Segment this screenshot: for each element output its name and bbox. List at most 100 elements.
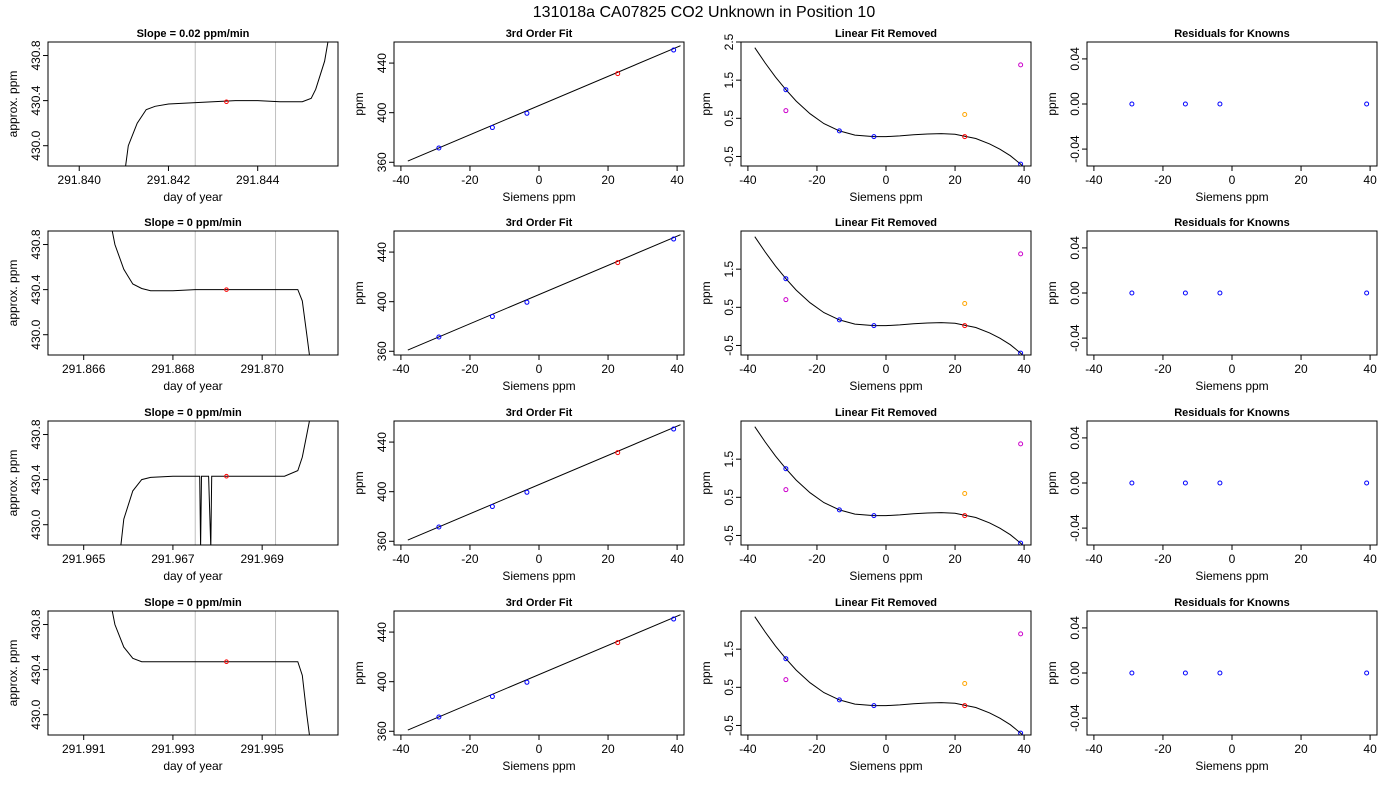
magenta-point [783, 487, 789, 493]
plot-frame [393, 41, 685, 167]
average-point [224, 287, 229, 292]
known-point [1129, 670, 1135, 676]
plot-area [1129, 480, 1370, 486]
unknown-point [615, 260, 621, 266]
y-tick-label: 0.5 [722, 489, 736, 506]
x-tick-label: 40 [1017, 742, 1031, 756]
x-axis-label: day of year [163, 190, 222, 204]
x-axis-label: Siemens ppm [849, 759, 922, 773]
y-tick-label: -0.5 [722, 715, 736, 736]
unknown-point [962, 323, 968, 329]
x-tick-label: 20 [1294, 552, 1308, 566]
known-point [1364, 101, 1370, 107]
panel-residual_fit-row-1: Linear Fit Removed -40 -20 0 20 40 Siemens ppm… [699, 28, 1032, 204]
known-point [1129, 480, 1135, 486]
y-tick-label: -0.5 [722, 525, 736, 546]
panel-fit-row-3: 3rd Order Fit -40 -20 0 20 40 Siemens ppm 360 40… [352, 407, 685, 583]
panel-title: Linear Fit Removed [835, 28, 937, 40]
plot-area [407, 234, 681, 351]
orange-point [962, 680, 968, 686]
magenta-point [1018, 441, 1024, 447]
y-tick-label: 440 [375, 242, 389, 262]
orange-point [962, 300, 968, 306]
known-point [1217, 290, 1223, 296]
y-tick-label: 430.4 [29, 85, 43, 115]
y-axis-label: ppm [1045, 92, 1059, 115]
known-point [489, 125, 495, 131]
y-tick-label: 1.5 [722, 71, 736, 88]
y-tick-label: 0.04 [1068, 426, 1082, 450]
x-tick-label: -20 [808, 552, 826, 566]
x-axis-label: Siemens ppm [849, 379, 922, 393]
magenta-point [1018, 631, 1024, 637]
y-tick-label: 0.00 [1068, 92, 1082, 116]
x-tick-label: 0 [536, 552, 543, 566]
trace-series-line [120, 421, 310, 545]
x-tick-label: 40 [1363, 552, 1377, 566]
y-tick-label: 440 [375, 432, 389, 452]
known-point [1182, 290, 1188, 296]
fit-line [407, 424, 681, 541]
x-tick-label: 20 [1294, 742, 1308, 756]
plot-area [111, 231, 310, 355]
known-point [1018, 730, 1024, 735]
y-axis-label: ppm [1045, 661, 1059, 684]
y-tick-label: -0.04 [1068, 324, 1082, 352]
x-tick-label: 291.969 [240, 552, 284, 566]
known-point [1129, 101, 1135, 107]
known-point [783, 466, 789, 472]
figure-title: 131018a CA07825 CO2 Unknown in Position … [533, 4, 876, 21]
x-tick-label: 0 [1229, 552, 1236, 566]
plot-area [120, 421, 310, 545]
plot-area [125, 42, 329, 166]
y-tick-label: 400 [375, 481, 389, 501]
y-tick-label: 430.8 [29, 40, 43, 70]
panel-title: 3rd Order Fit [506, 407, 573, 419]
known-point [671, 616, 677, 622]
y-axis-label: ppm [352, 281, 366, 304]
panel-title: 3rd Order Fit [506, 28, 573, 40]
known-point [524, 489, 530, 495]
x-tick-label: -20 [461, 552, 479, 566]
known-point [671, 236, 677, 242]
plot-frame [1086, 230, 1378, 356]
x-axis-label: day of year [163, 759, 222, 773]
y-axis-label: ppm [699, 471, 713, 494]
x-tick-label: 40 [670, 552, 684, 566]
known-point [1217, 480, 1223, 486]
x-tick-label: -20 [808, 362, 826, 376]
magenta-point [783, 108, 789, 114]
y-tick-label: 440 [375, 622, 389, 642]
y-tick-label: -0.5 [722, 335, 736, 356]
x-axis-label: Siemens ppm [502, 379, 575, 393]
y-tick-label: 0.00 [1068, 471, 1082, 495]
panel-residual_fit-row-2: Linear Fit Removed -40 -20 0 20 40 Siemens ppm… [699, 217, 1032, 393]
plot-frame [740, 41, 1032, 167]
y-tick-label: 430.4 [29, 654, 43, 684]
unknown-point [615, 71, 621, 77]
known-point [1217, 101, 1223, 107]
y-axis-label: ppm [699, 281, 713, 304]
plot-area [407, 45, 681, 162]
plot-frame [47, 420, 339, 546]
plot-area [407, 424, 681, 541]
plot-area [1129, 670, 1370, 676]
x-tick-label: 291.993 [151, 742, 195, 756]
x-tick-label: 20 [601, 552, 615, 566]
known-point [1364, 290, 1370, 296]
panel-trace-row-3: Slope = 0 ppm/min 291.965 291.967 291.969 da… [6, 407, 339, 583]
panel-title: Linear Fit Removed [835, 407, 937, 419]
panel-title: Residuals for Knowns [1174, 28, 1290, 40]
known-point [436, 145, 442, 151]
x-tick-label: 20 [601, 173, 615, 187]
x-axis-label: Siemens ppm [502, 759, 575, 773]
plot-area [1129, 101, 1370, 107]
plot-frame [740, 230, 1032, 356]
y-tick-label: 0.5 [722, 110, 736, 127]
panel-residual_fit-row-3: Linear Fit Removed -40 -20 0 20 40 Siemens ppm… [699, 407, 1032, 583]
panel-trace-row-1: Slope = 0.02 ppm/min 291.840 291.842 291.84… [6, 28, 339, 204]
x-axis-label: Siemens ppm [849, 569, 922, 583]
magenta-point [1018, 251, 1024, 257]
panel-title: Slope = 0 ppm/min [144, 597, 242, 609]
